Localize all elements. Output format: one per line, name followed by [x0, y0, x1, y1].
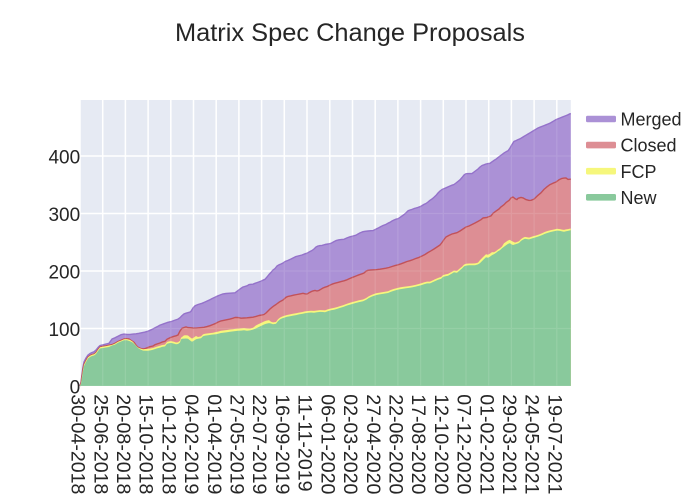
svg-text:27-05-2019: 27-05-2019 [226, 394, 248, 494]
svg-text:15-10-2018: 15-10-2018 [135, 394, 157, 494]
svg-text:24-05-2021: 24-05-2021 [521, 394, 543, 494]
svg-text:0: 0 [70, 377, 81, 398]
svg-text:New: New [621, 188, 658, 208]
svg-text:300: 300 [48, 205, 80, 226]
svg-text:06-01-2020: 06-01-2020 [316, 394, 338, 494]
svg-text:22-06-2020: 22-06-2020 [385, 394, 407, 494]
svg-text:FCP: FCP [621, 162, 657, 182]
svg-text:400: 400 [48, 147, 80, 168]
svg-text:17-08-2020: 17-08-2020 [407, 394, 429, 494]
svg-text:100: 100 [48, 320, 80, 341]
svg-text:02-03-2020: 02-03-2020 [339, 394, 361, 494]
svg-text:30-04-2018: 30-04-2018 [67, 394, 89, 494]
svg-text:20-08-2018: 20-08-2018 [112, 394, 134, 494]
svg-text:10-12-2018: 10-12-2018 [157, 394, 179, 494]
svg-text:01-04-2019: 01-04-2019 [203, 394, 225, 494]
svg-text:07-12-2020: 07-12-2020 [453, 394, 475, 494]
svg-text:Merged: Merged [621, 110, 682, 130]
svg-text:Closed: Closed [621, 136, 677, 156]
svg-text:04-02-2019: 04-02-2019 [180, 394, 202, 494]
svg-text:Matrix Spec Change Proposals: Matrix Spec Change Proposals [175, 19, 525, 47]
svg-text:11-11-2019: 11-11-2019 [294, 394, 316, 491]
svg-text:27-04-2020: 27-04-2020 [362, 394, 384, 494]
svg-text:19-07-2021: 19-07-2021 [543, 394, 565, 494]
svg-text:25-06-2018: 25-06-2018 [89, 394, 111, 494]
svg-text:16-09-2019: 16-09-2019 [271, 394, 293, 494]
svg-text:29-03-2021: 29-03-2021 [498, 394, 520, 494]
svg-text:01-02-2021: 01-02-2021 [475, 394, 497, 494]
svg-text:12-10-2020: 12-10-2020 [430, 394, 452, 494]
svg-text:22-07-2019: 22-07-2019 [248, 394, 270, 494]
svg-text:200: 200 [48, 262, 80, 283]
